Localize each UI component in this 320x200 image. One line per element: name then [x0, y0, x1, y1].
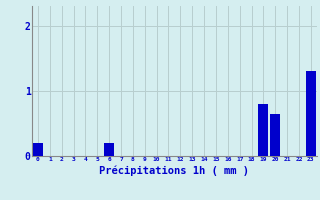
X-axis label: Précipitations 1h ( mm ): Précipitations 1h ( mm )	[100, 165, 249, 176]
Bar	[258, 104, 268, 156]
Bar	[33, 143, 43, 156]
Bar	[270, 114, 280, 156]
Bar	[306, 71, 316, 156]
Bar	[104, 143, 114, 156]
